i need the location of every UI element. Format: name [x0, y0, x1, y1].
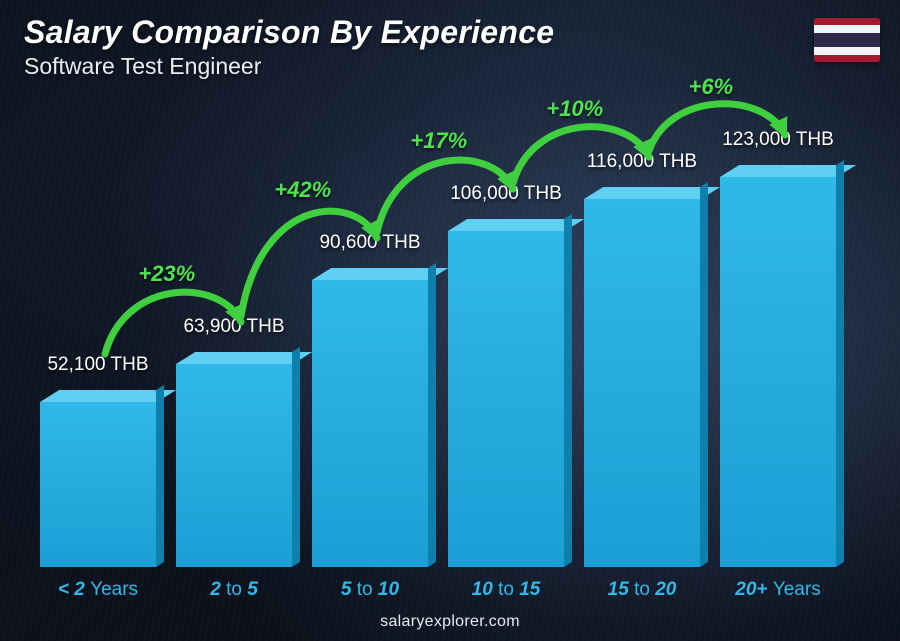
infographic-stage: Salary Comparison By Experience Software… [0, 0, 900, 641]
bar-wrap [438, 231, 574, 567]
bar-side-face [700, 182, 708, 567]
bar [40, 402, 157, 567]
bar-front-face [584, 199, 701, 567]
chart-column: 52,100 THB [30, 97, 166, 567]
x-axis-label: 10 to 15 [438, 579, 574, 601]
bar-wrap [574, 199, 710, 567]
x-axis-label: 5 to 10 [302, 579, 438, 601]
flag-stripe [814, 47, 880, 54]
bar-front-face [720, 177, 837, 567]
flag-stripe [814, 18, 880, 25]
bar-value-label: 90,600 THB [319, 232, 420, 254]
bar-side-face [428, 263, 436, 567]
bar [720, 177, 837, 567]
chart-column: 106,000 THB [438, 97, 574, 567]
page-subtitle: Software Test Engineer [24, 53, 554, 80]
bar-chart: 52,100 THB 63,900 THB 90,600 THB 106,000 TH… [30, 97, 846, 567]
flag-stripe [814, 25, 880, 32]
bar-value-label: 52,100 THB [47, 354, 148, 376]
chart-column: 90,600 THB [302, 97, 438, 567]
bar [584, 199, 701, 567]
x-axis-label: < 2 Years [30, 579, 166, 601]
flag-stripe [814, 55, 880, 62]
chart-column: 123,000 THB [710, 97, 846, 567]
bar [176, 364, 293, 567]
bar [448, 231, 565, 567]
flag-stripe [814, 33, 880, 48]
bar-value-label: 123,000 THB [722, 129, 834, 151]
x-axis-label: 15 to 20 [574, 579, 710, 601]
bar-value-label: 106,000 THB [450, 183, 562, 205]
bar-value-label: 63,900 THB [183, 316, 284, 338]
page-title: Salary Comparison By Experience [24, 14, 554, 51]
chart-column: 63,900 THB [166, 97, 302, 567]
bar-front-face [312, 280, 429, 567]
x-axis-labels: < 2 Years2 to 55 to 1010 to 1515 to 2020… [30, 579, 846, 601]
bar-wrap [166, 364, 302, 567]
bar-value-label: 116,000 THB [587, 151, 697, 173]
x-axis-label: 20+ Years [710, 579, 846, 601]
bar-wrap [302, 280, 438, 567]
bar-side-face [836, 160, 844, 567]
bar [312, 280, 429, 567]
bar-side-face [564, 214, 572, 567]
footer-site: salaryexplorer.com [0, 613, 900, 631]
bar-wrap [710, 177, 846, 567]
chart-column: 116,000 THB [574, 97, 710, 567]
bar-side-face [292, 347, 300, 567]
bar-front-face [448, 231, 565, 567]
bar-front-face [176, 364, 293, 567]
bar-wrap [30, 402, 166, 567]
title-block: Salary Comparison By Experience Software… [24, 14, 554, 80]
country-flag-icon [814, 18, 880, 62]
bar-front-face [40, 402, 157, 567]
x-axis-label: 2 to 5 [166, 579, 302, 601]
bar-side-face [156, 385, 164, 567]
